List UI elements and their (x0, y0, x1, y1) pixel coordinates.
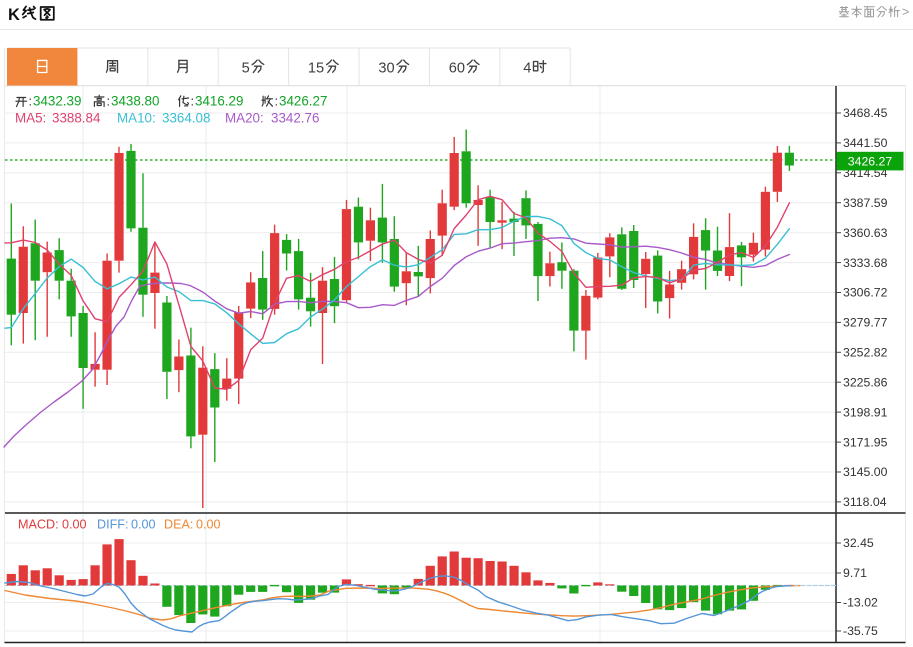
svg-text:3198.91: 3198.91 (843, 405, 888, 419)
svg-text:3145.00: 3145.00 (843, 465, 888, 479)
svg-text:DIFF:: DIFF: (97, 517, 128, 531)
svg-text:3426.27: 3426.27 (279, 94, 327, 109)
svg-text:3279.77: 3279.77 (843, 316, 888, 330)
svg-text:3432.39: 3432.39 (33, 94, 81, 109)
svg-text:3426.27: 3426.27 (848, 154, 893, 168)
svg-text:3387.59: 3387.59 (843, 196, 888, 210)
svg-text:K: K (8, 6, 20, 24)
svg-text:3388.84: 3388.84 (52, 111, 101, 126)
svg-text::: : (107, 94, 111, 109)
svg-text:3468.45: 3468.45 (843, 106, 888, 120)
svg-text:MACD:: MACD: (18, 517, 59, 531)
svg-text:0.00: 0.00 (62, 517, 87, 531)
svg-text:3306.72: 3306.72 (843, 286, 888, 300)
svg-text:3252.82: 3252.82 (843, 346, 888, 360)
svg-text:MA10:: MA10: (117, 111, 156, 126)
svg-text:3118.04: 3118.04 (843, 495, 887, 509)
svg-text:60: 60 (449, 60, 465, 76)
svg-text:5: 5 (242, 60, 250, 76)
svg-text:9.71: 9.71 (843, 566, 867, 580)
svg-text:MA20:: MA20: (225, 111, 264, 126)
svg-text:MA5:: MA5: (15, 111, 46, 126)
svg-text::: : (275, 94, 279, 109)
svg-text:4: 4 (523, 60, 531, 76)
svg-text:3438.80: 3438.80 (111, 94, 159, 109)
svg-text:3342.76: 3342.76 (271, 111, 319, 126)
svg-text:15: 15 (308, 60, 324, 76)
svg-text:-13.02: -13.02 (843, 596, 878, 610)
svg-text:3364.08: 3364.08 (162, 111, 210, 126)
svg-text:3171.95: 3171.95 (843, 435, 888, 449)
svg-text:3441.50: 3441.50 (843, 136, 888, 150)
svg-text:-35.75: -35.75 (843, 624, 878, 638)
svg-text:DEA:: DEA: (164, 517, 193, 531)
svg-text:3225.86: 3225.86 (843, 375, 888, 389)
svg-text:0.00: 0.00 (131, 517, 156, 531)
svg-text:>: > (902, 5, 909, 19)
svg-text::: : (29, 94, 33, 109)
svg-text::: : (191, 94, 195, 109)
svg-text:3416.29: 3416.29 (195, 94, 243, 109)
svg-text:32.45: 32.45 (843, 536, 874, 550)
svg-text:30: 30 (378, 60, 394, 76)
svg-text:0.00: 0.00 (196, 517, 221, 531)
svg-text:3360.63: 3360.63 (843, 226, 888, 240)
svg-text:3333.68: 3333.68 (843, 256, 888, 270)
